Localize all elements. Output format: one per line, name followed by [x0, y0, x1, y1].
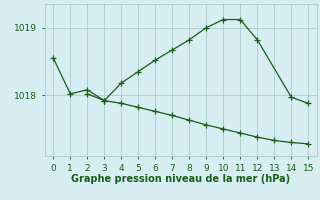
- X-axis label: Graphe pression niveau de la mer (hPa): Graphe pression niveau de la mer (hPa): [71, 174, 290, 184]
